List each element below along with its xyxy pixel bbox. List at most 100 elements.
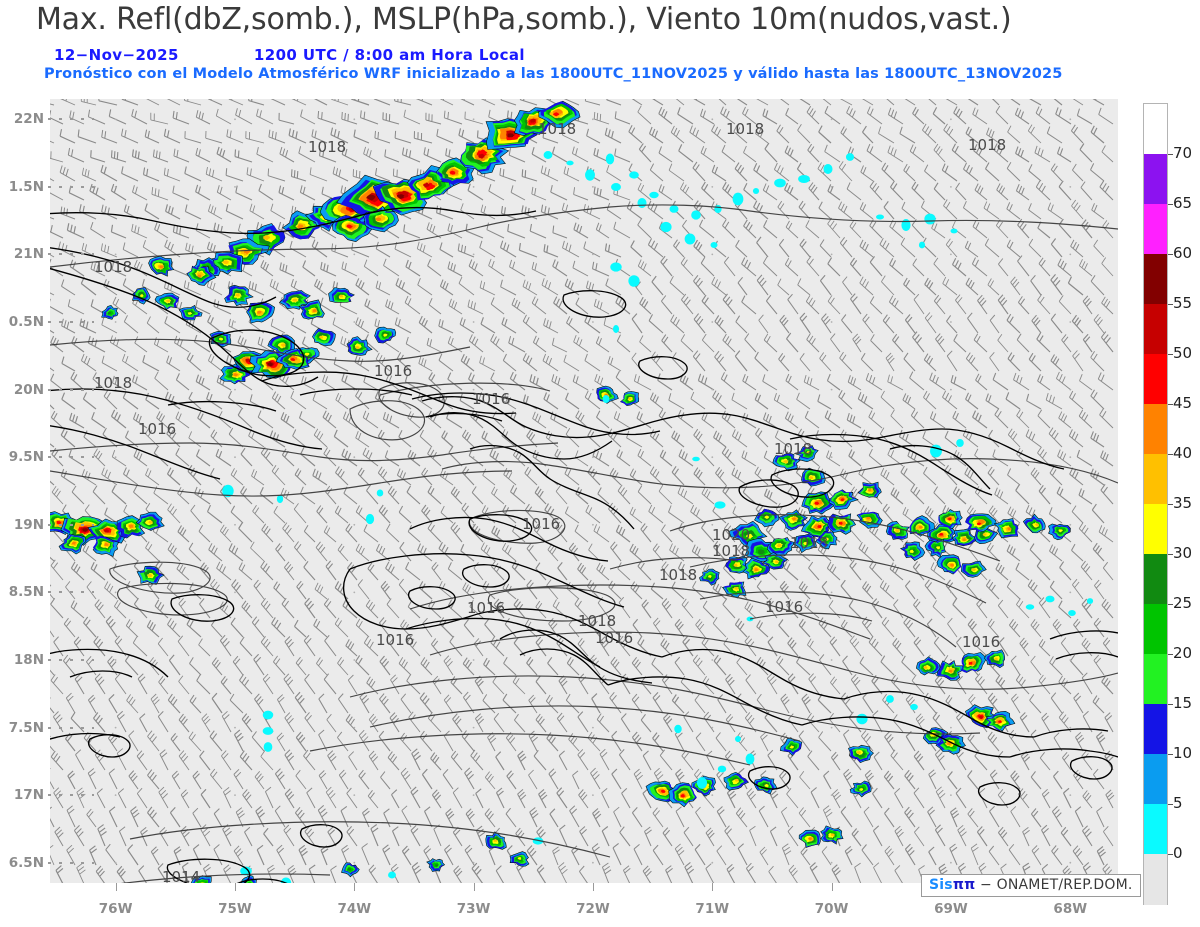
wind-barb: [842, 276, 853, 296]
wind-barb: [183, 280, 202, 296]
wind-barb: [1090, 389, 1105, 410]
wind-barb: [618, 635, 631, 657]
reflectivity-cell: [815, 531, 838, 550]
longitude-tick-label: 68W: [1053, 901, 1088, 917]
wind-barb: [1030, 771, 1042, 790]
wind-barb: [881, 275, 895, 296]
wind-barb: [607, 428, 622, 448]
wind-barb: [1010, 806, 1021, 828]
wind-barb: [787, 673, 799, 695]
wind-barb: [341, 261, 358, 277]
wind-barb: [330, 127, 349, 144]
isobar-value-label: 1014: [162, 868, 200, 883]
wind-barb: [291, 99, 307, 106]
wind-barb: [348, 751, 358, 771]
wind-barb: [726, 863, 736, 883]
reflectivity-contour: [982, 533, 987, 536]
wind-barb: [50, 224, 64, 239]
wind-barb: [363, 636, 379, 657]
wind-barb: [558, 750, 568, 771]
wind-barb: [952, 486, 967, 505]
wind-barb: [413, 131, 433, 144]
wind-barb: [737, 276, 748, 296]
wind-barb: [859, 276, 874, 296]
wind-barb: [1099, 180, 1114, 201]
wind-barb: [821, 313, 832, 334]
wind-barb: [426, 337, 442, 353]
wind-barb: [670, 125, 685, 144]
wind-barb: [233, 768, 244, 790]
wind-barb: [619, 826, 631, 847]
wind-barb: [762, 412, 778, 429]
graticule-dot: [1069, 659, 1072, 661]
wind-barb: [679, 373, 694, 391]
graticule-dot: [950, 659, 952, 661]
wind-barb: [682, 636, 694, 657]
wind-barb: [127, 844, 139, 866]
wind-barb: [417, 543, 433, 562]
wind-barb: [883, 201, 895, 220]
wind-barb: [132, 636, 148, 657]
wind-barb: [132, 412, 148, 429]
wind-barb: [509, 371, 526, 391]
wind-barb: [386, 598, 400, 619]
credit-badge: Sisππ − ONAMET/REP.DOM.: [921, 874, 1141, 897]
wind-barb: [998, 258, 1009, 277]
wind-barb: [1048, 427, 1063, 448]
colorbar-segment: [1144, 704, 1167, 755]
wind-barb: [502, 581, 517, 600]
wind-barb: [50, 559, 64, 581]
wind-barb: [995, 562, 1009, 581]
reflectivity-speckle: [276, 494, 284, 504]
reflectivity-cell: [885, 521, 910, 540]
wind-barb: [96, 788, 106, 809]
wind-barb: [50, 178, 55, 182]
wind-barb: [616, 449, 631, 467]
wind-barb: [73, 825, 85, 847]
wind-barb: [228, 543, 244, 562]
wind-barb: [114, 673, 127, 695]
wind-barb: [164, 239, 181, 258]
wind-barb: [298, 411, 316, 429]
wind-barb: [1006, 580, 1021, 600]
wind-barb: [1082, 825, 1093, 847]
wind-barb: [50, 548, 55, 562]
wind-barb: [50, 367, 55, 372]
wind-barb: [101, 129, 118, 144]
wind-barb: [723, 522, 736, 543]
wind-barb: [868, 636, 883, 657]
wind-barb: [970, 843, 979, 866]
reflectivity-cell: [993, 518, 1019, 539]
reflectivity-contour: [757, 549, 765, 555]
reflectivity-cell: [346, 336, 373, 356]
wind-barb: [425, 112, 442, 125]
wind-barb: [100, 243, 118, 258]
wind-barb: [362, 447, 379, 467]
wind-barb: [612, 842, 622, 866]
wind-barb: [858, 541, 874, 562]
colorbar-tick-label: 65: [1173, 194, 1193, 212]
wind-barb: [904, 769, 916, 790]
wind-barb: [185, 317, 202, 334]
wind-barb: [198, 638, 211, 657]
wind-barb: [1014, 107, 1030, 125]
wind-barb: [50, 767, 55, 790]
wind-barb: [1059, 561, 1072, 581]
wind-barb: [827, 295, 841, 315]
reflectivity-speckle: [901, 219, 911, 231]
reflectivity-cell: [801, 491, 835, 515]
wind-barb: [241, 600, 253, 619]
wind-barb: [464, 767, 475, 790]
wind-barb: [147, 769, 160, 790]
graticule-dot: [1069, 456, 1072, 459]
wind-barb: [427, 410, 442, 429]
wind-barb: [323, 598, 337, 619]
wind-barb: [201, 713, 211, 733]
wind-barb: [59, 165, 76, 182]
colorbar-tick-label: 10: [1173, 744, 1193, 762]
wind-barb: [756, 236, 769, 258]
wind-barb: [818, 201, 832, 220]
wind-barb: [482, 694, 496, 714]
wind-barb: [650, 351, 664, 372]
reflectivity-contour: [1058, 529, 1063, 533]
